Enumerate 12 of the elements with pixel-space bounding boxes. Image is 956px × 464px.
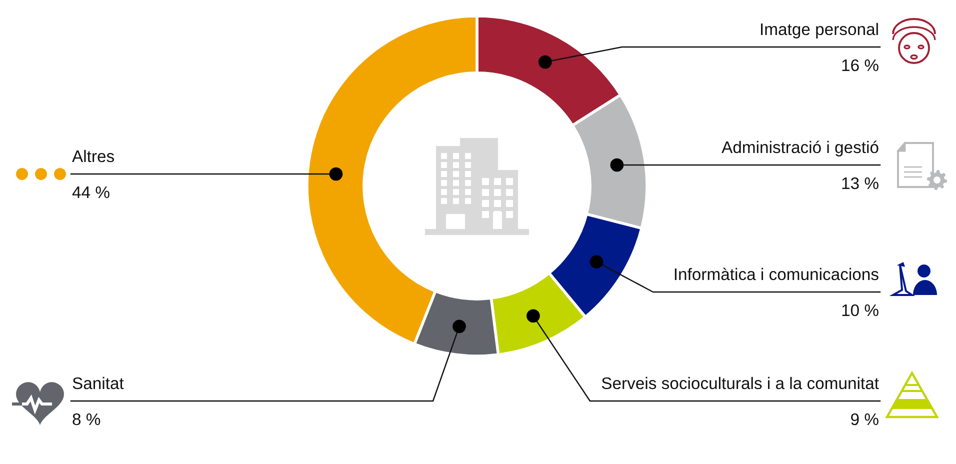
data-label: 44 % bbox=[72, 186, 110, 198]
slice-label: Sanitat bbox=[72, 376, 124, 390]
data-label: 16 % bbox=[842, 59, 878, 72]
legend-label: Informàtica i comunicacions bbox=[674, 268, 878, 280]
data-label: 10 % bbox=[842, 304, 878, 316]
data-label: 9 % bbox=[851, 413, 878, 426]
legend-label: Administració i gestió bbox=[722, 140, 878, 156]
slice-label: Altres bbox=[72, 150, 114, 162]
data-label: 8 % bbox=[72, 413, 100, 426]
legend-label: Imatge personal bbox=[761, 22, 878, 38]
data-label: 13 % bbox=[842, 177, 878, 190]
legend-label: Serveis socioculturals i a la comunitat bbox=[602, 376, 879, 390]
